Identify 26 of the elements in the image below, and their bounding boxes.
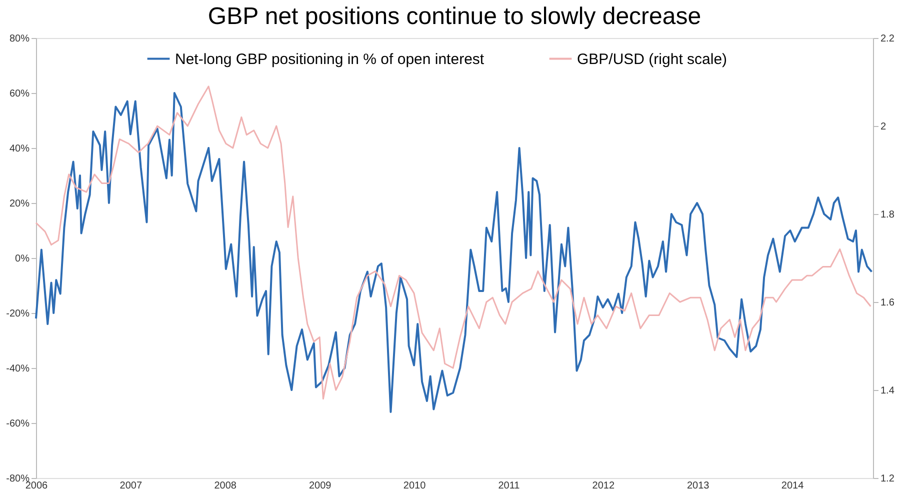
x-tick-label: 2014 (781, 480, 804, 492)
y-tick-label: -20% (6, 308, 30, 320)
x-tick-label: 2013 (686, 480, 710, 492)
y2-tick-label: 2.2 (880, 34, 895, 44)
x-tick-label: 2012 (592, 480, 615, 492)
y-tick-label: 0% (15, 254, 30, 264)
y2-tick-label: 1.6 (880, 298, 895, 308)
y-tick-label: 60% (9, 88, 30, 100)
y2-tick-label: 2 (880, 122, 886, 132)
y-tick-label: 20% (9, 198, 30, 210)
legend-label: GBP/USD (right scale) (577, 50, 728, 68)
y-tick-label: -60% (6, 418, 30, 430)
y-tick-label: 80% (9, 34, 30, 44)
y-tick-label: -40% (6, 364, 30, 374)
chart-title: GBP net positions continue to slowly decrease (208, 3, 702, 30)
x-tick-label: 2007 (120, 480, 142, 492)
x-tick-label: 2011 (498, 480, 520, 492)
y2-tick-label: 1.2 (880, 474, 895, 484)
y-tick-label: 40% (9, 144, 30, 154)
legend-label: Net-long GBP positioning in % of open interest (175, 50, 485, 68)
x-tick-label: 2010 (403, 480, 426, 492)
y2-tick-label: 1.8 (880, 210, 895, 220)
x-tick-label: 2008 (214, 480, 237, 492)
y2-tick-label: 1.4 (880, 386, 895, 396)
x-tick-label: 2009 (308, 480, 332, 492)
x-tick-label: 2006 (25, 480, 48, 492)
